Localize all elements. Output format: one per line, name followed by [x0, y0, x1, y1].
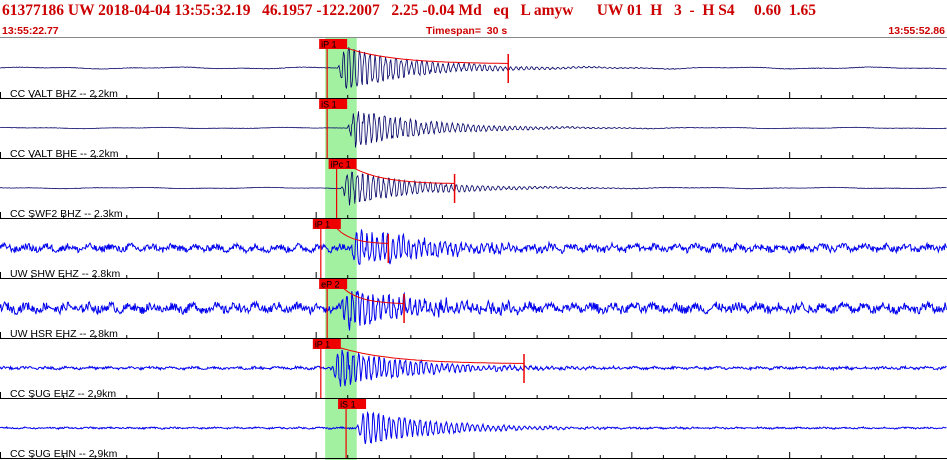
waveform-trace: [0, 111, 947, 148]
channel-panel: iPc 1 CC SWF2 BHZ -- 2.3km: [0, 159, 947, 220]
channel-label: CC SUG EHN -- 2.9km: [10, 448, 118, 460]
pick-label: iP 1: [315, 340, 330, 350]
pick-flag: [319, 279, 348, 289]
pick-flag: [312, 339, 341, 349]
pick-flag: [319, 99, 348, 109]
pick-label: iP 1: [321, 40, 336, 50]
pick-label: iPc 1: [331, 160, 351, 170]
end-time-label: 13:55:52.86: [888, 25, 945, 37]
coda-curve: [340, 285, 405, 304]
seismogram-plot[interactable]: iP 1 CC VALT BHZ -- 2.2km iS 1 CC VALT BHE …: [0, 38, 947, 460]
channel-label: CC VALT BHZ -- 2.2km: [10, 88, 118, 100]
pick-flag: [328, 159, 357, 169]
channel-label: UW SHW EHZ -- 2.8km: [10, 268, 120, 280]
timespan-label: Timespan= 30 s: [426, 25, 508, 37]
coda-curve: [340, 45, 509, 64]
pick-label: iS 1: [340, 400, 356, 410]
pick-flag: [338, 399, 367, 409]
channel-panel: iS 1 CC VALT BHE -- 2.2km: [0, 99, 947, 160]
coda-curve: [334, 345, 525, 364]
channel-panel: iP 1 CC SUG EHZ -- 2.9km: [0, 339, 947, 400]
waveform-trace: [0, 47, 947, 89]
channel-panel: eP 2 UW HSR EHZ -- 2.8km: [0, 279, 947, 340]
channel-label: UW HSR EHZ -- 2.8km: [10, 328, 118, 340]
channel-label: CC VALT BHE -- 2.2km: [10, 148, 119, 160]
waveform-trace: [0, 171, 947, 206]
channel-label: CC SWF2 BHZ -- 2.3km: [10, 208, 123, 220]
waveform-trace: [0, 349, 947, 387]
waveform-trace: [0, 229, 947, 265]
waveform-trace: [0, 290, 947, 331]
pick-flag: [319, 39, 348, 49]
channel-panel: iP 1 CC VALT BHZ -- 2.2km: [0, 39, 947, 100]
coda-curve: [350, 165, 455, 184]
pick-label: iP 1: [315, 220, 330, 230]
coda-curve: [334, 225, 389, 244]
pick-flag: [312, 219, 341, 229]
channel-panel: iP 1 UW SHW EHZ -- 2.8km: [0, 219, 947, 280]
pick-label: eP 2: [321, 280, 339, 290]
channel-panel: iS 1 CC SUG EHN -- 2.9km: [0, 399, 947, 460]
channel-label: CC SUG EHZ -- 2.9km: [10, 388, 116, 400]
event-summary-line: 61377186 UW 2018-04-04 13:55:32.19 46.19…: [2, 2, 817, 19]
pick-label: iS 1: [321, 100, 337, 110]
header-divider: [0, 37, 947, 38]
start-time-label: 13:55:22.77: [2, 25, 59, 37]
event-header: 61377186 UW 2018-04-04 13:55:32.19 46.19…: [0, 0, 947, 40]
waveform-trace: [0, 410, 947, 444]
